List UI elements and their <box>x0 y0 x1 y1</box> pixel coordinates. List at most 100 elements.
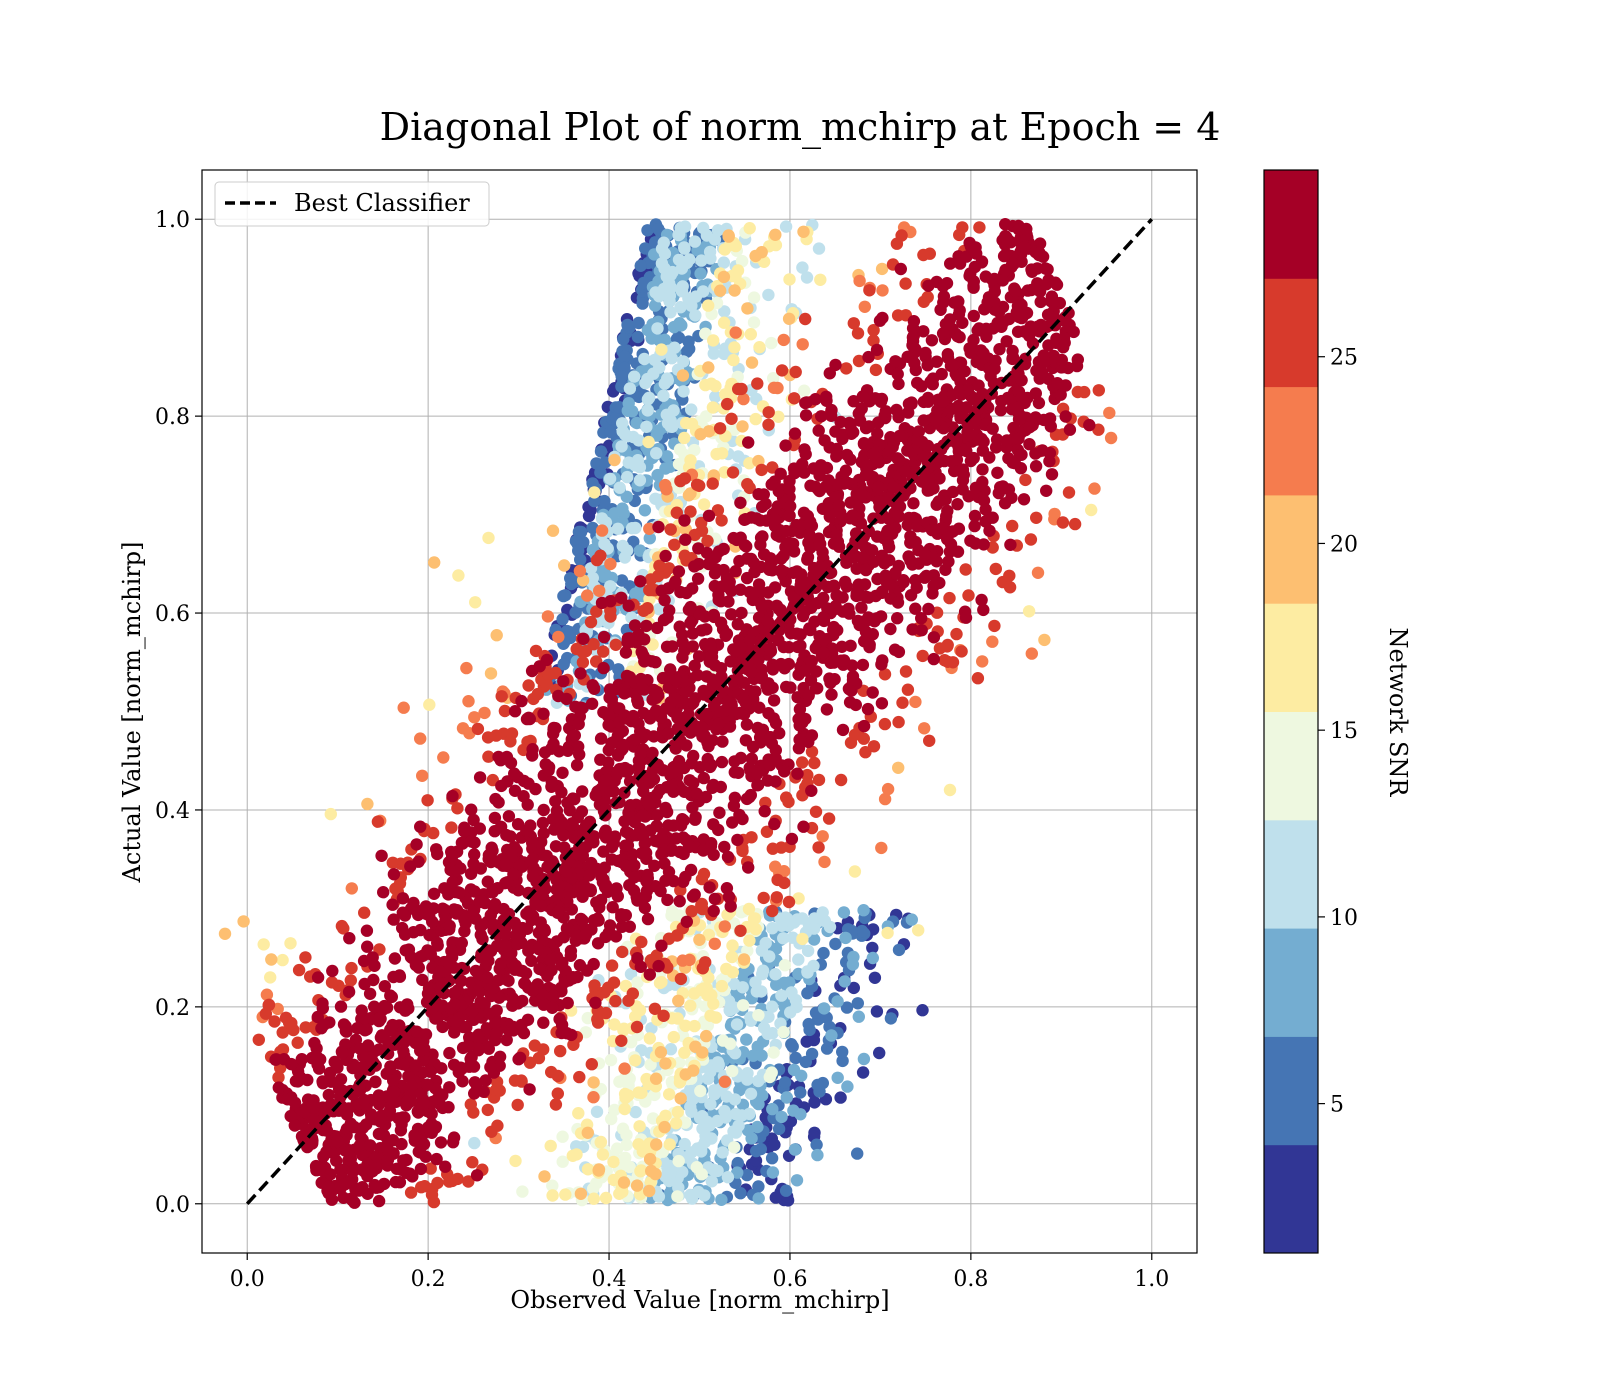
scatter-point <box>637 604 650 617</box>
scatter-point <box>881 926 894 940</box>
scatter-point <box>668 538 681 551</box>
scatter-point <box>762 288 775 302</box>
scatter-point <box>281 1093 294 1106</box>
scatter-point <box>772 602 786 616</box>
scatter-point <box>697 867 711 881</box>
scatter-point <box>758 805 771 818</box>
scatter-point <box>292 963 306 977</box>
scatter-point <box>639 376 652 390</box>
scatter-point <box>679 685 693 698</box>
scatter-point <box>768 1138 781 1151</box>
scatter-point <box>667 1030 680 1044</box>
scatter-point <box>620 1138 633 1152</box>
scatter-point <box>976 655 989 668</box>
scatter-point <box>815 410 828 423</box>
scatter-point <box>619 839 632 852</box>
scatter-point <box>726 939 739 952</box>
scatter-point <box>647 367 660 380</box>
scatter-point <box>763 950 776 963</box>
scatter-point <box>604 580 617 593</box>
scatter-point <box>688 659 701 672</box>
scatter-point <box>884 1012 898 1025</box>
scatter-point <box>666 766 680 779</box>
scatter-point <box>382 1039 395 1052</box>
scatter-point <box>431 1092 445 1105</box>
scatter-point <box>988 362 1001 376</box>
scatter-point <box>823 367 836 380</box>
scatter-point <box>237 915 250 928</box>
scatter-point <box>586 521 599 535</box>
scatter-point <box>793 640 806 654</box>
scatter-point <box>651 322 664 335</box>
scatter-point <box>664 1043 678 1056</box>
scatter-point <box>744 1087 758 1101</box>
scatter-point <box>840 1001 854 1014</box>
scatter-point <box>643 1032 656 1045</box>
scatter-point <box>762 1010 775 1024</box>
scatter-point <box>863 638 876 651</box>
scatter-point <box>839 575 852 589</box>
scatter-point <box>881 782 895 796</box>
scatter-point <box>887 481 900 494</box>
scatter-point <box>451 802 464 815</box>
scatter-point <box>1104 431 1118 445</box>
scatter-point <box>847 981 860 995</box>
scatter-point <box>484 667 498 680</box>
scatter-point <box>924 375 937 388</box>
scatter-point <box>473 895 486 909</box>
scatter-point <box>361 940 374 953</box>
scatter-point <box>339 1020 352 1033</box>
scatter-point <box>651 809 664 822</box>
scatter-point <box>822 474 835 487</box>
scatter-point <box>761 774 774 787</box>
scatter-point <box>628 370 641 383</box>
scatter-point <box>630 416 643 430</box>
scatter-point <box>308 1036 321 1050</box>
scatter-point <box>606 901 619 914</box>
scatter-point <box>937 395 950 408</box>
scatter-point <box>557 589 570 603</box>
scatter-point <box>651 569 665 583</box>
scatter-point <box>835 640 849 653</box>
scatter-point <box>605 959 619 972</box>
scatter-point <box>537 1016 550 1029</box>
scatter-point <box>688 443 701 457</box>
scatter-point <box>456 1041 470 1055</box>
scatter-point <box>728 1093 742 1106</box>
scatter-point <box>645 1164 658 1178</box>
scatter-point <box>400 1153 413 1167</box>
scatter-point <box>576 785 589 798</box>
scatter-point <box>912 924 925 937</box>
scatter-point <box>655 847 668 861</box>
scatter-point <box>630 1179 644 1192</box>
scatter-point <box>738 513 751 526</box>
scatter-point <box>715 755 729 769</box>
scatter-point <box>262 998 276 1011</box>
scatter-point <box>733 706 746 720</box>
scatter-point <box>372 1194 386 1208</box>
scatter-point <box>537 707 550 720</box>
scatter-point <box>634 672 648 686</box>
scatter-point <box>693 933 706 946</box>
scatter-point <box>662 727 675 740</box>
scatter-point <box>760 825 774 838</box>
scatter-point <box>707 334 720 347</box>
scatter-point <box>1068 517 1082 531</box>
scatter-point <box>588 486 601 499</box>
scatter-point <box>861 702 875 716</box>
scatter-point <box>520 907 533 921</box>
scatter-point <box>393 969 406 982</box>
scatter-point <box>364 1139 377 1152</box>
scatter-point <box>577 632 590 645</box>
scatter-point <box>702 509 716 522</box>
scatter-point <box>775 364 789 377</box>
scatter-point <box>956 463 970 476</box>
scatter-point <box>848 865 862 878</box>
scatter-point <box>551 1069 565 1083</box>
scatter-point <box>598 494 611 508</box>
scatter-point <box>652 520 665 534</box>
scatter-point <box>431 1176 444 1190</box>
scatter-point <box>983 524 996 537</box>
scatter-point <box>956 316 969 329</box>
scatter-point <box>511 938 524 951</box>
